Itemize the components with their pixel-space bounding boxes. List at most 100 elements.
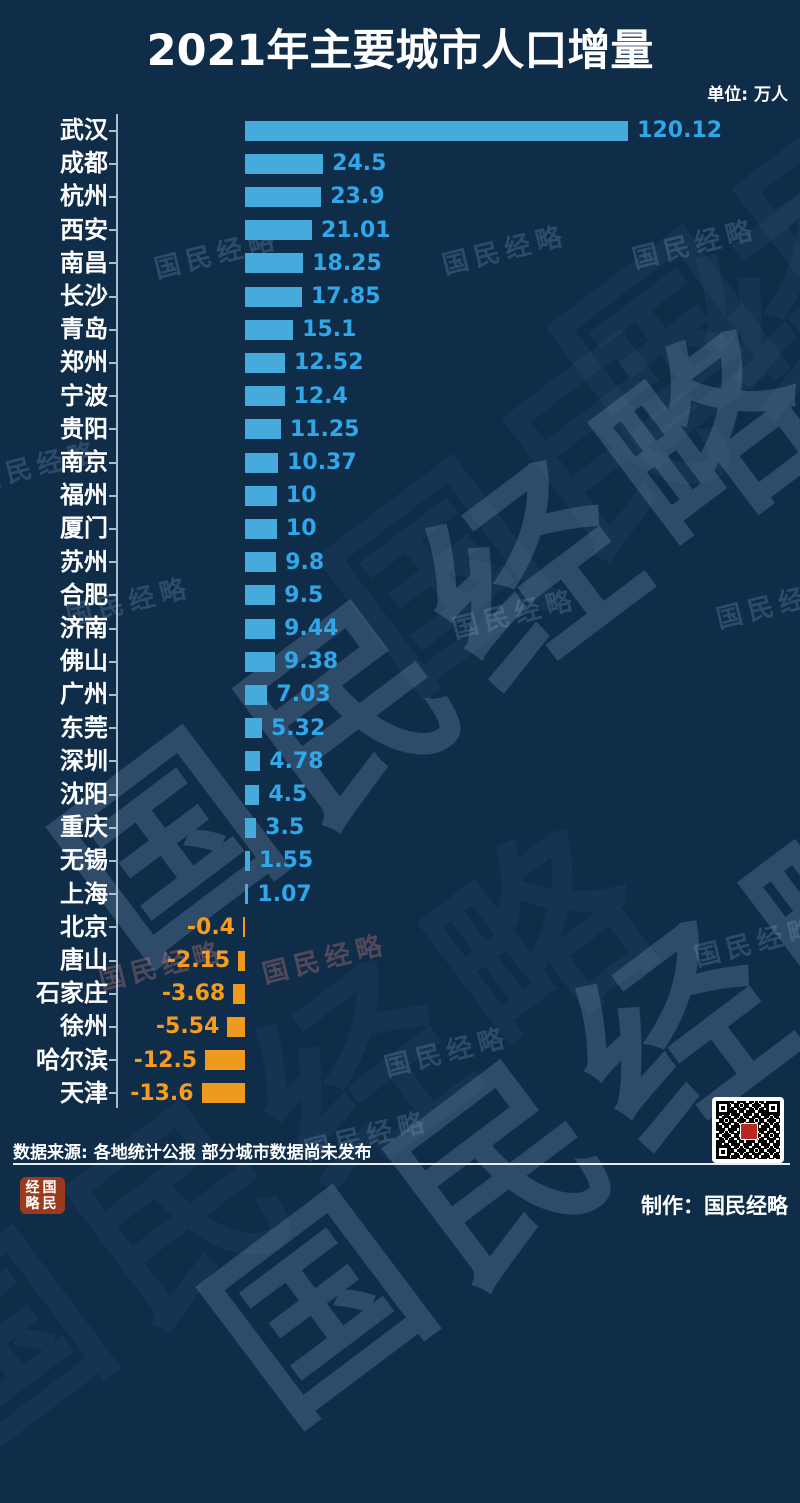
city-label: 唐山 (60, 946, 108, 974)
value-label: -3.68 (161, 981, 226, 1007)
bar-row: 厦门 10 (0, 512, 800, 545)
axis-tick-icon (109, 162, 116, 165)
city-label: 宁波 (60, 381, 108, 410)
bar (245, 718, 262, 739)
bar-row: 苏州 9.8 (0, 546, 800, 579)
axis-tick-icon (109, 129, 116, 132)
city-label: 北京 (60, 912, 108, 941)
bar (245, 452, 279, 473)
value-label: 10.37 (287, 450, 357, 475)
bar-row: 贵阳 11.25 (0, 413, 800, 446)
axis-tick-icon (109, 295, 116, 298)
category-axis-line (116, 114, 118, 1108)
bar (245, 319, 294, 340)
city-label: 苏州 (60, 547, 108, 576)
bar-row: 哈尔滨 -12.5 (0, 1044, 800, 1077)
qr-finder-icon (766, 1101, 780, 1115)
value-label: 21.01 (321, 217, 391, 243)
data-source-note: 数据来源: 各地统计公报 部分城市数据尚未发布 (13, 1143, 372, 1163)
city-label: 上海 (60, 879, 108, 908)
bar (245, 253, 304, 274)
bar-row: 东莞 5.32 (0, 712, 800, 745)
axis-tick-icon (109, 395, 116, 398)
bar (245, 153, 324, 174)
value-label: 17.85 (310, 284, 381, 309)
axis-tick-icon (109, 361, 116, 364)
city-label: 武汉 (60, 116, 108, 144)
bar-row: 无锡 1.55 (0, 844, 800, 877)
bar (245, 220, 313, 241)
bar-row: 天津 -13.6 (0, 1077, 800, 1110)
bar-row: 济南 9.44 (0, 612, 800, 645)
city-label: 哈尔滨 (36, 1045, 108, 1074)
bar (245, 751, 261, 772)
axis-tick-icon (109, 760, 116, 763)
bar-row: 合肥 9.5 (0, 579, 800, 612)
axis-tick-icon (109, 992, 116, 995)
bar (245, 518, 277, 539)
bar (201, 1083, 245, 1104)
city-label: 天津 (60, 1078, 108, 1107)
axis-tick-icon (109, 229, 116, 232)
bar (245, 850, 250, 871)
bar (245, 286, 302, 307)
axis-tick-icon (109, 527, 116, 530)
qr-center-seal-icon (740, 1122, 758, 1140)
value-label: 18.25 (312, 250, 382, 276)
value-label: 1.55 (258, 848, 314, 874)
city-label: 徐州 (60, 1012, 108, 1041)
divider-line (13, 1163, 790, 1165)
bar (245, 884, 249, 905)
value-label: 3.5 (265, 815, 305, 841)
value-label: -0.4 (186, 914, 235, 940)
value-label: 12.52 (293, 350, 364, 376)
value-label: 10 (285, 483, 317, 509)
bar (245, 352, 285, 373)
bar-row: 重庆 3.5 (0, 811, 800, 844)
bar-row: 杭州 23.9 (0, 180, 800, 213)
city-label: 深圳 (60, 746, 108, 775)
city-label: 贵阳 (60, 414, 108, 443)
city-label: 长沙 (60, 282, 108, 310)
value-label: -2.15 (166, 948, 231, 973)
bar (245, 386, 285, 407)
value-label: 7.03 (276, 682, 331, 708)
bar-row: 深圳 4.78 (0, 745, 800, 778)
city-label: 西安 (60, 215, 108, 244)
bar-row: 郑州 12.52 (0, 346, 800, 379)
bar-row: 青岛 15.1 (0, 313, 800, 346)
axis-tick-icon (109, 328, 116, 331)
value-label: 9.38 (283, 649, 339, 675)
bar (245, 817, 257, 838)
city-label: 成都 (60, 149, 108, 178)
bar-row: 沈阳 4.5 (0, 778, 800, 811)
city-label: 沈阳 (60, 780, 108, 808)
city-label: 广州 (60, 680, 108, 709)
value-label: 23.9 (330, 184, 385, 210)
value-label: -12.5 (133, 1047, 198, 1073)
value-label: 9.44 (284, 616, 339, 641)
axis-tick-icon (109, 959, 116, 962)
value-label: 5.32 (270, 715, 326, 741)
bar-row: 北京 -0.4 (0, 911, 800, 944)
maker-label: 制作：国民经略 (641, 1194, 788, 1218)
brand-stamp-icon: 经国 略民 (20, 1177, 65, 1214)
city-label: 厦门 (60, 514, 108, 543)
city-label: 合肥 (60, 580, 108, 609)
axis-tick-icon (109, 693, 116, 696)
bar-row: 广州 7.03 (0, 678, 800, 711)
city-label: 石家庄 (36, 979, 108, 1008)
bar-row: 徐州 -5.54 (0, 1010, 800, 1043)
value-label: 9.8 (285, 549, 325, 575)
city-label: 南京 (60, 448, 108, 476)
city-label: 南昌 (60, 248, 108, 277)
value-label: -13.6 (130, 1080, 194, 1106)
axis-tick-icon (109, 893, 116, 896)
bar (227, 1016, 245, 1037)
city-label: 无锡 (60, 846, 108, 875)
axis-tick-icon (109, 195, 116, 198)
bar-row: 唐山 -2.15 (0, 944, 800, 977)
city-label: 青岛 (60, 315, 108, 344)
value-label: 9.5 (284, 582, 324, 608)
bar (245, 120, 629, 141)
